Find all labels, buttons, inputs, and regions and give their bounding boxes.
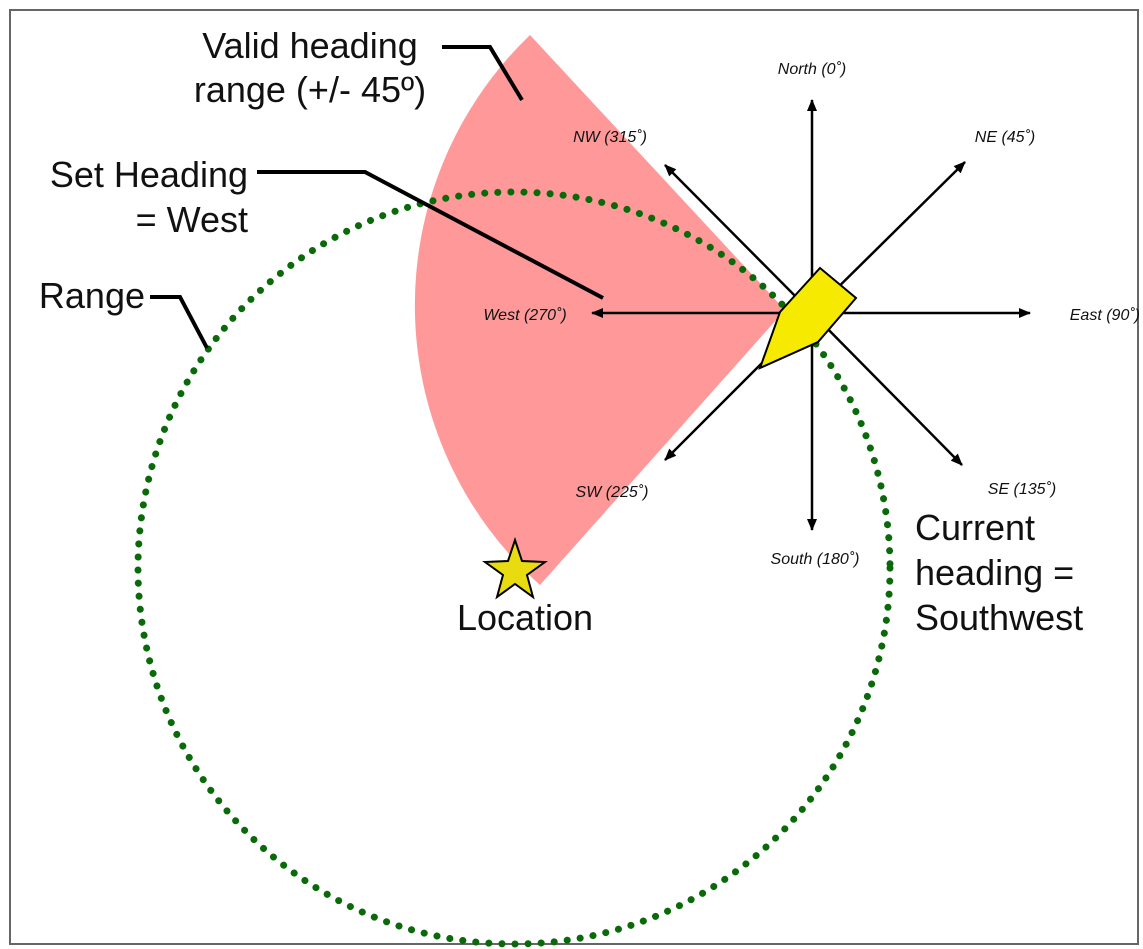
compass-label: North (0˚): [778, 61, 846, 78]
callout-text: heading =: [915, 552, 1074, 593]
arrow-nw: [664, 164, 813, 314]
callout-text: = West: [136, 199, 248, 240]
callout-text: Valid heading: [202, 25, 418, 66]
callout-text: Southwest: [915, 597, 1083, 638]
compass-arrows: [591, 99, 1031, 531]
callout-text: Current: [915, 507, 1035, 548]
range-circle: [134, 188, 894, 948]
compass-label: NE (45˚): [975, 129, 1035, 146]
compass-label: SW (225˚): [576, 484, 649, 501]
callout-text: Range: [39, 275, 145, 316]
callout-text: range (+/- 45º): [194, 69, 426, 110]
vehicle: [758, 266, 858, 370]
set-heading-leader: [257, 170, 604, 300]
compass-label: West (270˚): [483, 307, 566, 324]
location-star: [482, 536, 548, 600]
valid-range-leader: [442, 45, 524, 102]
frame: [9, 9, 1139, 945]
compass-label: SE (135˚): [988, 481, 1056, 498]
compass-label: East (90˚): [1070, 307, 1140, 324]
callout-text: Location: [457, 597, 593, 638]
arrow-se: [811, 312, 963, 466]
callout-lines: [150, 45, 604, 349]
compass-label: NW (315˚): [573, 129, 647, 146]
valid-range-sector: [414, 35, 785, 585]
callout-text: Set Heading: [50, 154, 248, 195]
range-leader: [150, 295, 209, 349]
compass-label: South (180˚): [771, 551, 860, 568]
